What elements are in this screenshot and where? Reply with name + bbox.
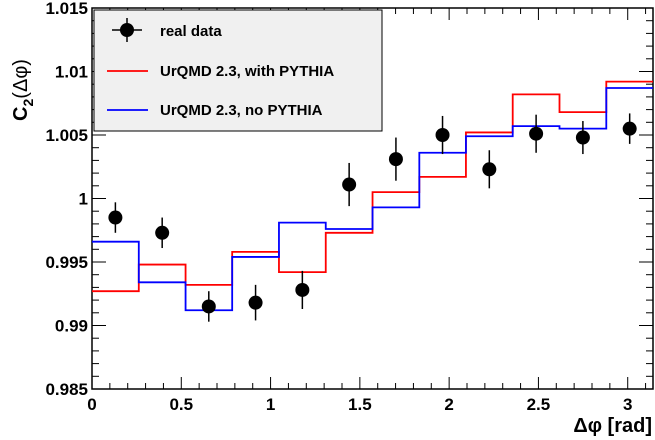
x-tick-label: 2.5 — [527, 395, 551, 414]
y-axis-title-sub: 2 — [20, 99, 36, 107]
y-tick-label: 0.985 — [45, 380, 88, 399]
data-point — [388, 152, 403, 167]
x-axis-title: Δφ [rad] — [573, 415, 652, 437]
x-tick-label: 3 — [623, 395, 632, 414]
x-tick-labels: 0 0.5 1 1.5 2 2.5 3 — [87, 395, 632, 414]
y-tick-label: 0.995 — [45, 253, 88, 272]
y-tick-label: 0.99 — [55, 317, 88, 336]
y-tick-label: 1 — [79, 190, 88, 209]
data-point — [248, 295, 263, 310]
x-tick-label: 1.5 — [348, 395, 372, 414]
legend-real-data-label: real data — [160, 23, 222, 40]
x-tick-label: 0.5 — [169, 395, 193, 414]
y-axis-title: C2(Δφ) — [10, 59, 36, 121]
y-tick-label: 1.015 — [45, 0, 88, 18]
data-point — [342, 177, 357, 192]
y-axis-title-tail: (Δφ) — [10, 59, 32, 99]
legend-real-data-marker — [120, 23, 134, 37]
x-tick-label: 1 — [266, 395, 275, 414]
y-tick-labels: 0.985 0.99 0.995 1 1.005 1.01 1.015 — [45, 0, 88, 399]
data-point — [529, 126, 544, 141]
step-line-urqmd-2-3-no-pythia — [92, 87, 653, 312]
y-tick-label: 1.01 — [55, 63, 88, 82]
legend-no-pythia-label: UrQMD 2.3, no PYTHIA — [160, 102, 323, 119]
data-point — [201, 299, 216, 314]
data-point — [108, 210, 123, 225]
legend: real data UrQMD 2.3, with PYTHIA UrQMD 2… — [93, 9, 383, 132]
data-point — [622, 121, 637, 136]
y-tick-label: 1.005 — [45, 126, 88, 145]
data-point — [155, 225, 170, 240]
data-point — [435, 128, 450, 142]
y-axis-title-main: C — [10, 107, 32, 121]
data-point — [575, 130, 590, 145]
legend-with-pythia-label: UrQMD 2.3, with PYTHIA — [160, 63, 334, 80]
x-tick-label: 0 — [87, 395, 96, 414]
data-point — [295, 282, 310, 297]
series-layer — [92, 80, 653, 322]
x-tick-label: 2 — [444, 395, 453, 414]
data-point — [482, 162, 497, 177]
